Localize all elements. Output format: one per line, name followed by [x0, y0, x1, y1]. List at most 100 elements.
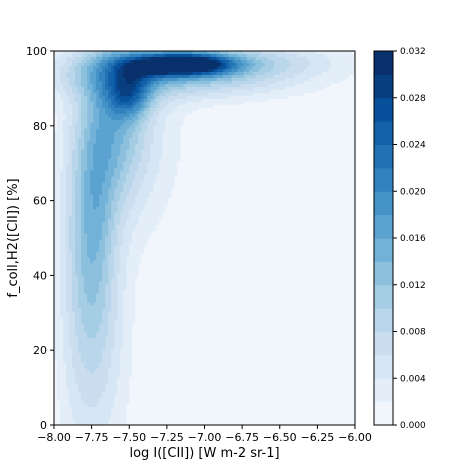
- density-cell: [66, 146, 70, 151]
- density-cell: [75, 371, 79, 375]
- density-cell: [126, 158, 130, 163]
- density-cell: [60, 314, 64, 318]
- plot-area: [54, 51, 355, 425]
- density-cell: [129, 218, 133, 223]
- density-cell: [75, 296, 79, 300]
- density-cell: [108, 71, 112, 76]
- density-cell: [63, 122, 67, 127]
- density-cell: [60, 179, 64, 184]
- density-cell: [96, 263, 100, 268]
- density-cell: [69, 227, 73, 232]
- density-cell: [108, 218, 112, 223]
- density-cell: [90, 380, 94, 384]
- density-cell: [84, 311, 88, 315]
- density-cell: [129, 308, 133, 312]
- density-cell: [66, 80, 70, 85]
- density-cell: [78, 140, 82, 145]
- density-cell: [111, 389, 115, 393]
- density-cell: [66, 275, 70, 279]
- density-cell: [78, 266, 82, 271]
- density-cell: [60, 236, 64, 241]
- density-cell: [105, 62, 109, 67]
- density-cell: [78, 86, 82, 91]
- density-cell: [60, 62, 64, 67]
- density-cell: [132, 356, 136, 360]
- density-cell: [126, 89, 130, 94]
- density-cell: [63, 395, 67, 399]
- density-cell: [57, 260, 61, 265]
- density-cell: [54, 86, 58, 91]
- density-cell: [63, 311, 67, 315]
- density-cell: [114, 404, 118, 408]
- density-cell: [120, 242, 124, 247]
- density-cell: [132, 269, 136, 274]
- density-cell: [90, 83, 94, 88]
- density-cell: [66, 155, 70, 160]
- density-cell: [126, 170, 130, 175]
- density-cell: [93, 167, 97, 172]
- density-cell: [84, 224, 88, 229]
- density-cell: [69, 284, 73, 288]
- density-cell: [78, 80, 82, 85]
- density-cell: [129, 287, 133, 291]
- density-cell: [120, 146, 124, 151]
- density-cell: [54, 257, 58, 262]
- density-cell: [120, 401, 124, 405]
- density-cell: [96, 110, 100, 115]
- density-cell: [111, 350, 115, 354]
- density-cell: [117, 332, 121, 336]
- density-cell: [108, 131, 112, 136]
- density-cell: [90, 110, 94, 115]
- density-cell: [63, 362, 67, 366]
- density-cell: [63, 125, 67, 130]
- density-cell: [69, 281, 73, 285]
- density-cell: [54, 80, 58, 85]
- density-cell: [84, 137, 88, 142]
- density-cell: [87, 197, 91, 202]
- density-cell: [63, 350, 67, 354]
- density-cell: [75, 185, 79, 190]
- density-cell: [57, 281, 61, 285]
- density-cell: [54, 386, 58, 390]
- density-cell: [93, 410, 97, 414]
- density-cell: [90, 290, 94, 294]
- density-cell: [105, 51, 109, 55]
- density-cell: [81, 251, 85, 256]
- density-cell: [108, 278, 112, 282]
- density-cell: [111, 128, 115, 133]
- density-cell: [117, 299, 121, 303]
- density-cell: [120, 245, 124, 250]
- density-cell: [111, 284, 115, 288]
- density-cell: [87, 359, 91, 363]
- density-cell: [81, 308, 85, 312]
- density-cell: [87, 95, 91, 100]
- density-cell: [60, 344, 64, 348]
- density-cell: [117, 290, 121, 294]
- density-cell: [105, 365, 109, 369]
- density-cell: [66, 251, 70, 256]
- density-cell: [96, 131, 100, 136]
- density-cell: [93, 371, 97, 375]
- density-cell: [99, 320, 103, 324]
- density-cell: [78, 53, 82, 58]
- density-cell: [78, 311, 82, 315]
- density-cell: [132, 179, 136, 184]
- density-cell: [60, 275, 64, 279]
- density-cell: [117, 287, 121, 291]
- density-cell: [120, 155, 124, 160]
- density-cell: [66, 329, 70, 333]
- density-cell: [117, 248, 121, 253]
- density-cell: [123, 338, 127, 342]
- density-cell: [63, 356, 67, 360]
- density-cell: [99, 158, 103, 163]
- density-cell: [84, 278, 88, 282]
- density-cell: [75, 377, 79, 381]
- density-cell: [102, 293, 106, 297]
- density-cell: [90, 248, 94, 253]
- density-cell: [87, 236, 91, 241]
- density-cell: [54, 137, 58, 142]
- density-cell: [102, 398, 106, 402]
- density-cell: [57, 140, 61, 145]
- density-cell: [117, 350, 121, 354]
